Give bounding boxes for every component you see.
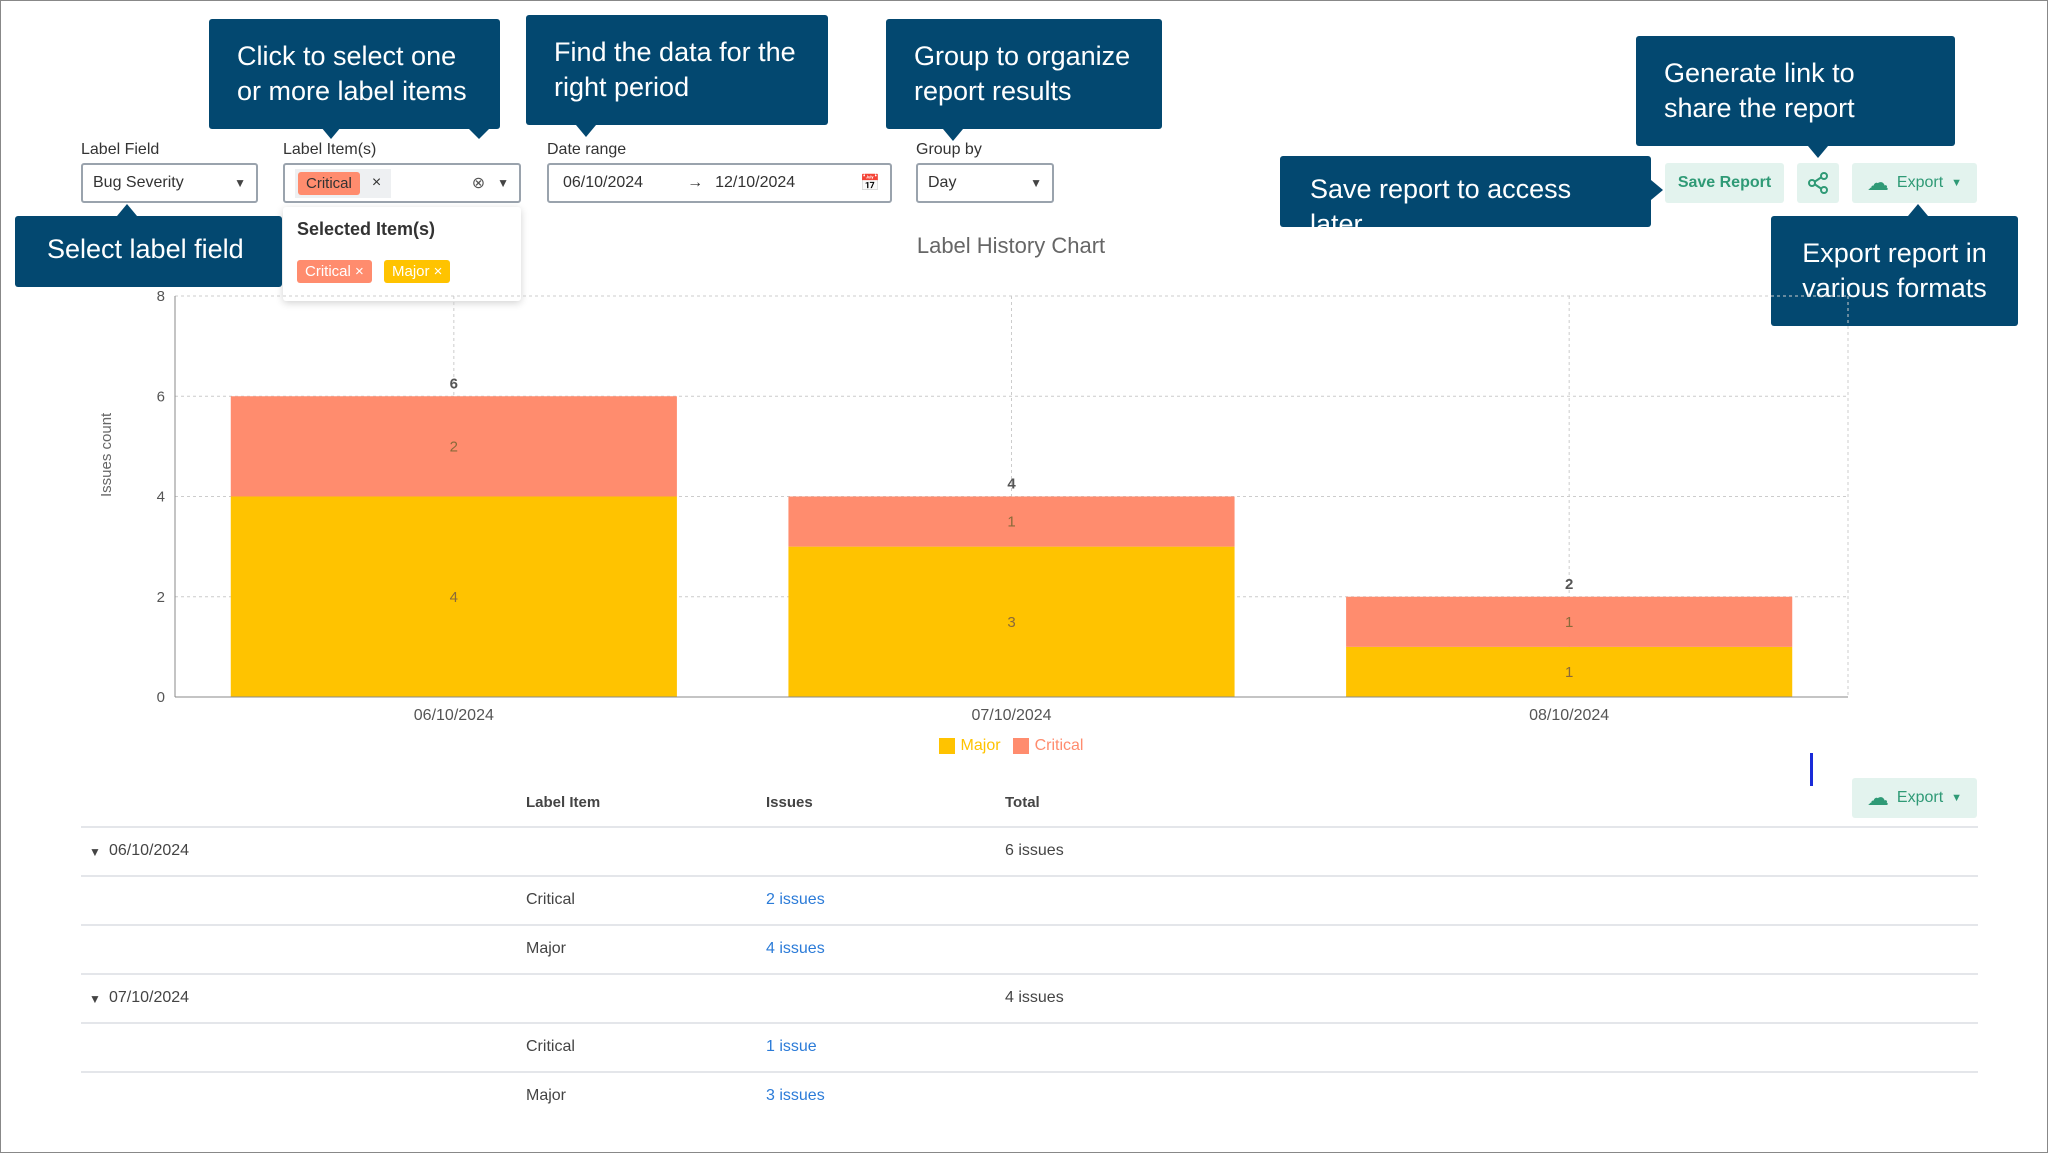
cloud-download-icon: ☁	[1866, 785, 1889, 810]
issues-link[interactable]: 1 issue	[766, 1038, 817, 1055]
label-field-value: Bug Severity	[93, 174, 184, 191]
issues-link[interactable]: 2 issues	[766, 891, 825, 908]
chevron-down-icon: ▼	[234, 176, 246, 190]
tooltip-date-range: Find the data for the right period	[526, 15, 828, 137]
y-tick-label: 8	[157, 288, 165, 305]
header-issues: Issues	[766, 794, 813, 811]
dropdown-tag-critical[interactable]: Critical ×	[297, 260, 372, 283]
bar-total-label: 6	[450, 375, 458, 392]
chevron-down-icon[interactable]: ▼	[497, 176, 509, 190]
export-label: Export	[1896, 174, 1944, 191]
dropdown-title: Selected Item(s)	[297, 219, 436, 239]
bar-value-label: 3	[1007, 614, 1015, 631]
tooltip-save: Save report to access later	[1280, 156, 1663, 239]
issues-link[interactable]: 3 issues	[766, 1087, 825, 1104]
clear-icon[interactable]: ⊗	[471, 175, 486, 192]
date-range-label: Date range	[547, 141, 627, 158]
chevron-down-icon: ▼	[1951, 792, 1963, 804]
start-date[interactable]: 06/10/2024	[563, 174, 644, 191]
chevron-down-icon[interactable]: ▼	[89, 992, 101, 1006]
dropdown-tag-major[interactable]: Major ×	[384, 260, 451, 283]
y-tick-label: 2	[157, 589, 165, 606]
share-icon	[1808, 172, 1828, 194]
label-history-chart: 0 2 4 6 8 4 2 6 06/10/2024 3 1 4 07/10/2024 1 1 2 08/10/…	[157, 288, 1849, 724]
bar-major	[1346, 646, 1793, 697]
table-row: Major 3 issues	[81, 1071, 1978, 1120]
table-export-button[interactable]: ☁ Export ▼	[1852, 778, 1977, 818]
calendar-icon[interactable]: 📅	[860, 175, 880, 192]
bar-major	[788, 546, 1235, 697]
bar-value-label: 2	[450, 438, 458, 455]
selected-items-dropdown: Selected Item(s) Critical × Major ×	[283, 207, 521, 301]
label-items-label: Label Item(s)	[283, 141, 377, 158]
table-row: Critical 1 issue	[81, 1022, 1978, 1071]
group-by-value: Day	[928, 174, 957, 191]
text-cursor	[1810, 753, 1813, 786]
tooltip-label-items: Click to select one or more label items	[209, 19, 500, 139]
share-button[interactable]	[1797, 163, 1839, 203]
bar-value-label: 1	[1007, 514, 1015, 531]
group-by-label: Group by	[916, 141, 982, 158]
bar-critical	[788, 496, 1235, 547]
y-tick-label: 6	[157, 388, 165, 405]
bar-total-label: 2	[1565, 576, 1573, 593]
bar-value-label: 1	[1565, 664, 1573, 681]
chart-title: Label History Chart	[916, 233, 1106, 258]
x-tick-label: 08/10/2024	[1529, 707, 1609, 724]
end-date[interactable]: 12/10/2024	[715, 174, 796, 191]
chart-legend: Major Critical	[1, 737, 2021, 755]
header-label-item: Label Item	[526, 794, 601, 811]
y-tick-label: 4	[157, 489, 165, 506]
bar-total-label: 4	[1007, 476, 1016, 493]
bar-critical	[230, 396, 677, 497]
group-row[interactable]: ▼ 07/10/2024 4 issues	[81, 973, 1978, 1022]
selected-tag-critical: Critical	[298, 171, 360, 195]
table-row: Critical 2 issues	[81, 875, 1978, 924]
save-report-button[interactable]: Save Report	[1665, 163, 1784, 203]
cloud-download-icon: ☁	[1866, 170, 1889, 195]
x-tick-label: 07/10/2024	[971, 707, 1051, 724]
arrow-right-icon: →	[687, 174, 704, 191]
bar-value-label: 4	[450, 589, 458, 606]
legend-critical[interactable]: Critical	[1012, 737, 1083, 755]
table-row: Major 4 issues	[81, 924, 1978, 973]
header-total: Total	[1005, 794, 1040, 811]
legend-major[interactable]: Major	[938, 737, 1001, 755]
tooltip-group-by: Group to organize report results	[886, 19, 1162, 141]
group-by-select[interactable]: Day ▼	[916, 163, 1054, 203]
label-items-select[interactable]: Critical × ⊗ ▼	[283, 163, 521, 203]
label-field-select[interactable]: Bug Severity ▼	[81, 163, 258, 203]
bar-major	[230, 496, 677, 697]
x-tick-label: 06/10/2024	[414, 707, 494, 724]
tooltip-share: Generate link to share the report	[1636, 36, 1955, 158]
remove-tag-icon[interactable]: ×	[371, 174, 382, 191]
export-button[interactable]: ☁ Export ▼	[1852, 163, 1977, 203]
label-field-label: Label Field	[81, 141, 160, 158]
chevron-down-icon[interactable]: ▼	[89, 845, 101, 859]
tooltip-export: Export report in various formats	[1771, 204, 2018, 326]
group-row[interactable]: ▼ 06/10/2024 6 issues	[81, 826, 1978, 875]
tooltip-label-field: Select label field	[15, 204, 282, 287]
chevron-down-icon: ▼	[1951, 177, 1963, 189]
date-range-picker[interactable]: 06/10/2024 → 12/10/2024 📅	[547, 163, 892, 203]
bar-value-label: 1	[1565, 614, 1573, 631]
chevron-down-icon: ▼	[1030, 176, 1042, 190]
issues-link[interactable]: 4 issues	[766, 940, 825, 957]
bar-critical	[1346, 596, 1793, 647]
export-label: Export	[1896, 789, 1944, 806]
y-tick-label: 0	[157, 689, 165, 706]
y-axis-label: Issues count	[98, 412, 115, 497]
